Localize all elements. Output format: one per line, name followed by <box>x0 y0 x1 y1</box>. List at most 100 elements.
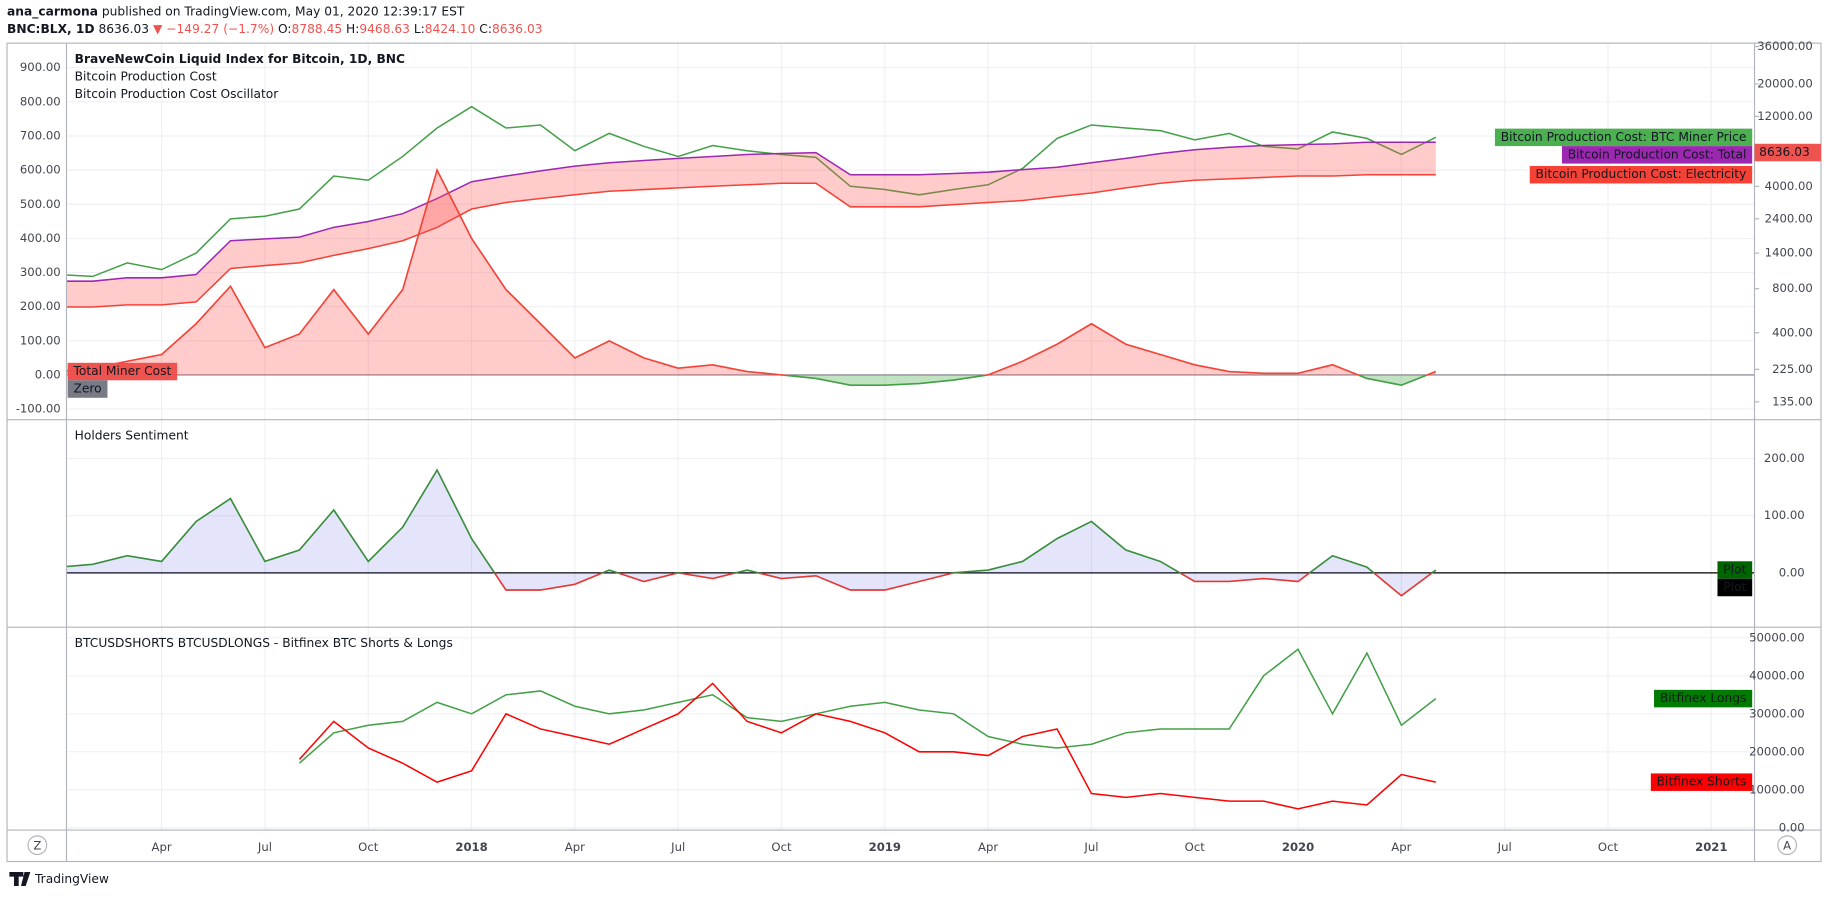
ohlc-value: 8636.03 <box>492 22 543 36</box>
series-label: Bitcoin Production Cost: Total <box>1568 147 1747 161</box>
x-tick-label: Apr <box>565 840 585 854</box>
y-tick-label: 20000.00 <box>1749 744 1805 758</box>
button-label[interactable]: Z <box>33 838 41 852</box>
series-label-box <box>1717 578 1753 597</box>
line-positive <box>66 468 1437 573</box>
y-tick-label: 800.00 <box>20 94 61 108</box>
x-tick-label: Oct <box>1185 840 1206 854</box>
area-fill <box>66 470 1436 573</box>
plot-layer <box>66 105 1755 810</box>
x-tick-label: 2021 <box>1695 840 1727 854</box>
series-label-box <box>1529 165 1753 184</box>
area-negative <box>494 572 1433 596</box>
y2-tick-label: 20000.00 <box>1757 76 1813 90</box>
published: published on TradingView.com, May 01, 20… <box>102 4 465 18</box>
y-tick-label: 900.00 <box>20 60 61 74</box>
ohlc-value: 8424.10 <box>425 22 476 36</box>
series-label-box <box>67 380 108 398</box>
x-tick-label: Oct <box>1598 840 1619 854</box>
series-line <box>66 105 1437 278</box>
button-label[interactable]: A <box>1783 838 1791 852</box>
y-tick-label: 10000.00 <box>1749 782 1805 796</box>
y-tick-label: 500.00 <box>20 197 61 211</box>
pane <box>298 648 1437 810</box>
x-tick-label: Oct <box>358 840 379 854</box>
series-line <box>66 167 1437 375</box>
series-line <box>493 572 1434 597</box>
area-fill <box>66 170 1436 375</box>
series-label-box <box>1717 561 1753 579</box>
frame <box>6 42 1822 863</box>
series-label: Plot <box>1723 580 1746 594</box>
a-button[interactable]: A <box>1777 835 1798 856</box>
pane-title: Holders Sentiment <box>75 429 189 443</box>
y-tick-label: 200.00 <box>1764 451 1805 465</box>
brand[interactable]: TradingView <box>9 872 109 886</box>
pane <box>66 105 1755 387</box>
series-label: Total Miner Cost <box>72 364 171 378</box>
pane-subtitle: Bitcoin Production Cost Oscillator <box>75 87 280 101</box>
x-tick-label: Oct <box>771 840 792 854</box>
y2-tick-label: 225.00 <box>1772 362 1813 376</box>
area-negative <box>781 374 1428 386</box>
y2-tick-label: 4000.00 <box>1765 179 1813 193</box>
label-layer: Apr Jul Oct 2018 Apr Jul Oct 2019 Apr Jul Oct 2020 A… <box>16 39 1821 854</box>
last-price: 8636.03 <box>98 22 149 36</box>
x-tick-label: Apr <box>978 840 998 854</box>
pane <box>66 468 1755 597</box>
y2-tick-label: 36000.00 <box>1757 39 1813 53</box>
y-tick-label: 700.00 <box>20 128 61 142</box>
y2-tick-label: 135.00 <box>1772 394 1813 408</box>
y-tick-label: 300.00 <box>20 265 61 279</box>
series-label-box <box>1650 773 1753 791</box>
y-tick-label: 100.00 <box>1764 508 1805 522</box>
series-label: Bitfinex Shorts <box>1657 775 1747 789</box>
series-label-box <box>1561 146 1753 164</box>
y-tick-label: 50000.00 <box>1749 630 1805 644</box>
x-tick-label: Jul <box>257 840 272 854</box>
series-label: Bitcoin Production Cost: Electricity <box>1536 167 1747 181</box>
brand-logo[interactable] <box>9 872 31 886</box>
series-line <box>66 468 1437 573</box>
y2-tick-label: 800.00 <box>1772 281 1813 295</box>
y-tick-label: 0.00 <box>1779 820 1805 834</box>
pane-title: BraveNewCoin Liquid Index for Bitcoin, 1… <box>75 52 405 66</box>
series-line <box>298 682 1436 810</box>
author: ana_carmona <box>7 4 98 19</box>
x-tick-label: Apr <box>152 840 172 854</box>
brand-name[interactable]: TradingView <box>34 872 109 886</box>
series-label-box <box>1494 128 1753 147</box>
y2-tick-label: 2400.00 <box>1765 211 1813 225</box>
y-tick-label: -100.00 <box>16 402 61 416</box>
series-label: Bitfinex Longs <box>1660 691 1746 705</box>
x-tick-label: 2020 <box>1282 840 1314 854</box>
y-tick-label: 200.00 <box>20 299 61 313</box>
y-tick-label: 30000.00 <box>1749 706 1805 720</box>
series-label: Plot <box>1723 563 1746 577</box>
x-tick-label: Apr <box>1391 840 1411 854</box>
band-fill <box>66 142 1436 307</box>
ohlc-value: 8788.45 <box>292 22 343 36</box>
y-tick-label: 100.00 <box>20 333 61 347</box>
series-line <box>66 141 1436 282</box>
y2-tick-label: 1400.00 <box>1765 246 1813 260</box>
ohlc-key: L: <box>414 22 425 36</box>
series-label-box <box>1654 689 1753 708</box>
ohlc-key: O: <box>278 22 292 36</box>
x-tick-label: 2018 <box>455 840 487 854</box>
area-fill <box>781 374 1428 386</box>
series-label: Bitcoin Production Cost: BTC Miner Price <box>1501 130 1747 144</box>
y-tick-label: 40000.00 <box>1749 668 1805 682</box>
header-line-2: BNC:BLX, 1D 8636.03 ▼ −149.27 (−1.7%) O:… <box>7 22 543 36</box>
button-shape[interactable] <box>1777 835 1798 856</box>
last-value-box <box>1754 143 1821 162</box>
z-button[interactable]: Z <box>27 835 48 856</box>
ohlc-value: 9468.63 <box>359 22 410 36</box>
change: ▼ −149.27 (−1.7%) <box>153 22 274 36</box>
x-tick-label: 2019 <box>869 840 901 854</box>
button-shape[interactable] <box>27 835 48 856</box>
x-tick-label: Jul <box>670 840 685 854</box>
header-line-1: ana_carmona published on TradingView.com… <box>7 4 465 19</box>
